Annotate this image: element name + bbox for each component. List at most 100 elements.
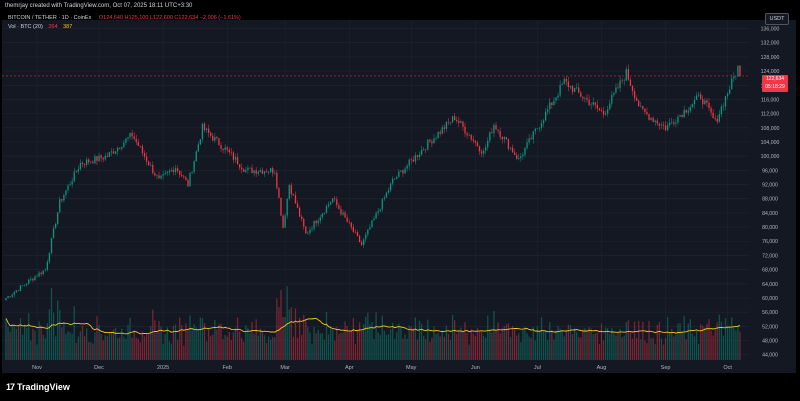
candle-body	[423, 149, 425, 150]
volume-bar	[344, 321, 346, 360]
volume-bar	[524, 326, 526, 360]
candle-body	[125, 138, 127, 143]
volume-bar	[625, 322, 627, 360]
volume-bar	[551, 329, 553, 360]
volume-bar	[26, 328, 28, 360]
volume-bar	[737, 325, 739, 360]
volume-bar	[695, 330, 698, 360]
volume-bar	[323, 339, 326, 360]
volume-bar	[199, 317, 202, 360]
volume-bar	[148, 333, 150, 360]
candle-body	[369, 227, 371, 230]
candle-body	[722, 106, 725, 108]
candle-body	[354, 231, 357, 233]
candle-body	[377, 211, 379, 213]
volume-bar	[423, 336, 425, 360]
candle-body	[154, 173, 156, 176]
candle-body	[712, 112, 714, 119]
candle-body	[298, 207, 301, 217]
y-tick-label: 64,000	[762, 282, 778, 288]
volume-bar	[598, 344, 601, 360]
y-tick-label: 52,000	[762, 324, 778, 330]
candle-body	[274, 172, 276, 174]
volume-bar	[307, 326, 309, 360]
volume-bar	[588, 326, 590, 360]
candle-body	[195, 151, 197, 162]
volume-bar	[569, 324, 572, 360]
volume-bar	[650, 338, 652, 360]
candle-body	[396, 176, 398, 179]
candle-body	[400, 170, 402, 172]
volume-bar	[13, 324, 15, 360]
candle-body	[571, 85, 574, 92]
volume-bar	[485, 337, 487, 360]
volume-bar	[73, 306, 75, 360]
volume-bar	[315, 333, 317, 360]
volume-bar	[427, 319, 429, 360]
volume-bar	[739, 331, 741, 360]
candle-body	[207, 128, 210, 133]
candle-body	[88, 159, 90, 163]
candle-body	[480, 151, 483, 154]
volume-bar	[301, 334, 303, 360]
candle-body	[561, 84, 563, 85]
candle-body	[319, 217, 321, 221]
candle-body	[40, 272, 42, 275]
candle-body	[350, 222, 352, 228]
candle-body	[7, 296, 9, 299]
volume-label[interactable]: Vol · BTC (20)	[8, 24, 43, 30]
candle-body	[224, 147, 226, 150]
candle-body	[650, 117, 652, 120]
candle-body	[83, 164, 86, 165]
candle-body	[263, 171, 266, 174]
candle-body	[32, 278, 34, 281]
symbol-title[interactable]: BITCOIN / TETHER · 1D · CoinEx	[8, 15, 92, 21]
price-chart[interactable]: 136,000132,000128,000124,000120,000116,0…	[2, 20, 796, 373]
candle-body	[516, 155, 518, 159]
volume-bar	[210, 336, 212, 360]
candle-body	[416, 155, 419, 157]
candle-body	[131, 132, 133, 137]
volume-bar	[542, 330, 545, 360]
candle-body	[187, 179, 189, 187]
plot-area[interactable]: 136,000132,000128,000124,000120,000116,0…	[2, 20, 796, 373]
volume-bar	[164, 334, 166, 360]
y-tick-label: 116,000	[761, 97, 779, 103]
volume-bar	[635, 338, 638, 360]
candle-body	[619, 80, 621, 89]
volume-bar	[511, 326, 514, 360]
candle-body	[19, 285, 22, 291]
volume-bar	[594, 333, 596, 360]
volume-bar	[445, 325, 448, 360]
candle-body	[112, 151, 115, 154]
candle-body	[470, 135, 472, 140]
candle-body	[685, 109, 687, 113]
volume-bar	[360, 330, 363, 360]
volume-bar	[218, 324, 220, 360]
volume-bar	[687, 323, 689, 360]
volume-bar	[547, 340, 549, 360]
y-tick-label: 72,000	[762, 253, 778, 259]
candle-body	[420, 149, 423, 155]
candle-body	[402, 170, 404, 174]
volume-bar	[207, 328, 210, 360]
volume-ma-line	[5, 317, 741, 335]
volume-bar	[96, 316, 98, 360]
candle-body	[737, 65, 739, 76]
volume-bar	[104, 335, 106, 360]
volume-bar	[255, 319, 257, 360]
candle-body	[474, 140, 476, 143]
candle-body	[327, 204, 330, 207]
volume-bar	[247, 327, 249, 360]
volume-bar	[369, 324, 371, 360]
candle-body	[729, 89, 731, 94]
currency-button[interactable]: USDT	[765, 13, 789, 25]
candle-body	[642, 105, 644, 109]
candle-body	[708, 102, 710, 109]
candle-body	[600, 110, 603, 111]
candle-body	[489, 132, 491, 141]
volume-bar	[383, 330, 386, 360]
candle-body	[731, 78, 733, 90]
tradingview-brand[interactable]: 17 TradingView	[6, 382, 70, 392]
candle-body	[129, 132, 131, 138]
